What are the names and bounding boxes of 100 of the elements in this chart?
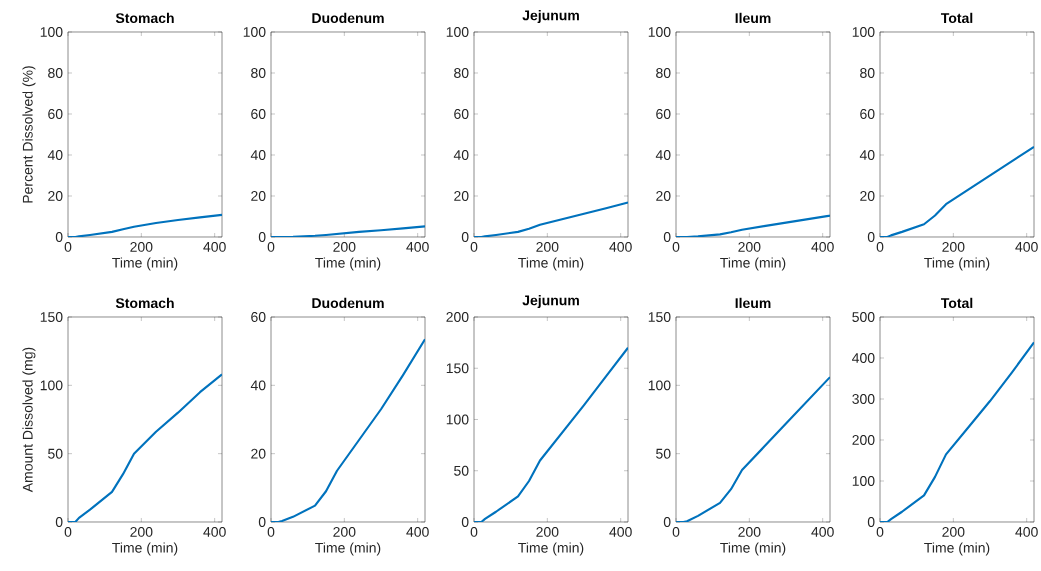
x-axis-title: Time (min): [518, 257, 584, 271]
line-series: [474, 201, 628, 237]
x-tick-label: 400: [609, 241, 632, 252]
y-tick-label: 0: [258, 232, 266, 242]
y-tick-label: 0: [663, 517, 671, 527]
y-tick-label: 80: [656, 68, 671, 78]
line-series: [271, 338, 425, 522]
x-tick-label: 0: [470, 241, 478, 252]
chart-title: Stomach: [115, 12, 174, 24]
y-tick-label: 20: [454, 191, 469, 201]
x-tick-label: 0: [470, 526, 478, 537]
y-tick-label: 150: [40, 312, 63, 322]
x-tick-label: 200: [536, 241, 559, 252]
y-tick-label: 80: [860, 68, 875, 78]
chart-title: Total: [940, 12, 973, 24]
chart-title: Ileum: [735, 12, 771, 24]
chart-title: Duodenum: [312, 12, 384, 24]
y-tick-label: 200: [852, 435, 875, 445]
x-axis-title: Time (min): [924, 542, 990, 556]
x-tick-label: 200: [130, 526, 153, 537]
y-tick-label: 100: [243, 27, 266, 37]
y-tick-label: 150: [648, 312, 671, 322]
x-tick-label: 400: [1015, 526, 1038, 537]
y-tick-label: 150: [446, 363, 469, 374]
line-series: [880, 341, 1035, 522]
x-axis-title: Time (min): [720, 257, 786, 271]
x-tick-label: 400: [811, 241, 834, 252]
y-tick-label: 0: [55, 232, 63, 242]
y-tick-label: 20: [860, 191, 875, 201]
y-tick-label: 0: [258, 517, 266, 527]
line-series: [68, 373, 222, 522]
y-tick-label: 20: [656, 191, 671, 201]
y-axis-title: Percent Dissolved (%): [22, 66, 36, 203]
y-tick-label: 20: [48, 191, 63, 201]
y-tick-label: 60: [48, 109, 63, 119]
y-tick-label: 100: [648, 380, 671, 391]
y-tick-label: 20: [251, 191, 266, 201]
x-tick-label: 0: [267, 526, 275, 537]
x-tick-label: 400: [609, 526, 632, 537]
chart-title: Total: [940, 297, 973, 309]
x-tick-label: 200: [130, 241, 153, 252]
x-tick-label: 200: [333, 241, 356, 252]
chart-title: Jejunum: [522, 10, 579, 24]
x-tick-label: 200: [942, 526, 965, 537]
y-tick-label: 40: [655, 150, 671, 160]
y-tick-label: 80: [454, 68, 469, 78]
chart-title: Stomach: [115, 297, 174, 309]
x-axis-title: Time (min): [112, 542, 178, 556]
y-tick-label: 80: [48, 68, 63, 78]
chart-title: Jejunum: [522, 295, 579, 309]
x-tick-label: 400: [203, 526, 226, 537]
y-tick-label: 300: [852, 394, 875, 404]
y-tick-label: 60: [251, 312, 266, 322]
x-tick-label: 400: [811, 526, 834, 537]
y-tick-label: 100: [446, 27, 469, 37]
y-tick-label: 200: [446, 312, 469, 322]
x-axis-title: Time (min): [315, 542, 381, 556]
y-tick-label: 400: [852, 353, 875, 363]
x-tick-label: 200: [536, 526, 559, 537]
y-tick-label: 100: [446, 414, 469, 425]
y-axis-title: Amount Dissolved (mg): [22, 347, 36, 493]
y-tick-label: 50: [48, 448, 63, 459]
y-tick-label: 0: [663, 232, 671, 242]
y-tick-label: 0: [867, 517, 875, 527]
y-tick-label: 80: [251, 68, 266, 78]
x-axis-title: Time (min): [518, 542, 584, 556]
y-tick-label: 60: [454, 109, 469, 119]
y-tick-label: 40: [453, 150, 469, 160]
y-tick-label: 500: [852, 312, 875, 322]
x-tick-label: 0: [876, 241, 884, 252]
y-tick-label: 100: [40, 380, 63, 391]
x-tick-label: 200: [333, 526, 356, 537]
y-tick-label: 60: [251, 109, 266, 119]
y-tick-label: 0: [461, 232, 469, 242]
x-tick-label: 200: [942, 241, 965, 252]
y-tick-label: 60: [656, 109, 671, 119]
chart-title: Ileum: [735, 297, 771, 309]
y-tick-label: 40: [250, 150, 266, 160]
x-axis-title: Time (min): [720, 542, 786, 556]
x-tick-label: 400: [406, 241, 429, 252]
x-tick-label: 0: [267, 241, 275, 252]
y-tick-label: 40: [250, 380, 266, 391]
x-tick-label: 400: [1015, 241, 1038, 252]
x-tick-label: 0: [672, 241, 680, 252]
y-tick-label: 100: [852, 476, 875, 486]
y-tick-label: 40: [47, 150, 63, 160]
x-tick-label: 0: [64, 526, 72, 537]
x-tick-label: 0: [64, 241, 72, 252]
y-tick-label: 40: [859, 150, 875, 160]
y-tick-label: 0: [55, 517, 63, 527]
x-tick-label: 0: [876, 526, 884, 537]
x-tick-label: 400: [406, 526, 429, 537]
x-tick-label: 200: [738, 526, 761, 537]
y-tick-label: 50: [454, 465, 469, 476]
y-tick-label: 20: [251, 448, 266, 459]
y-tick-label: 100: [648, 27, 671, 37]
x-axis-title: Time (min): [112, 257, 178, 271]
x-tick-label: 0: [672, 526, 680, 537]
x-tick-label: 400: [203, 241, 226, 252]
chart-title: Duodenum: [312, 297, 384, 309]
